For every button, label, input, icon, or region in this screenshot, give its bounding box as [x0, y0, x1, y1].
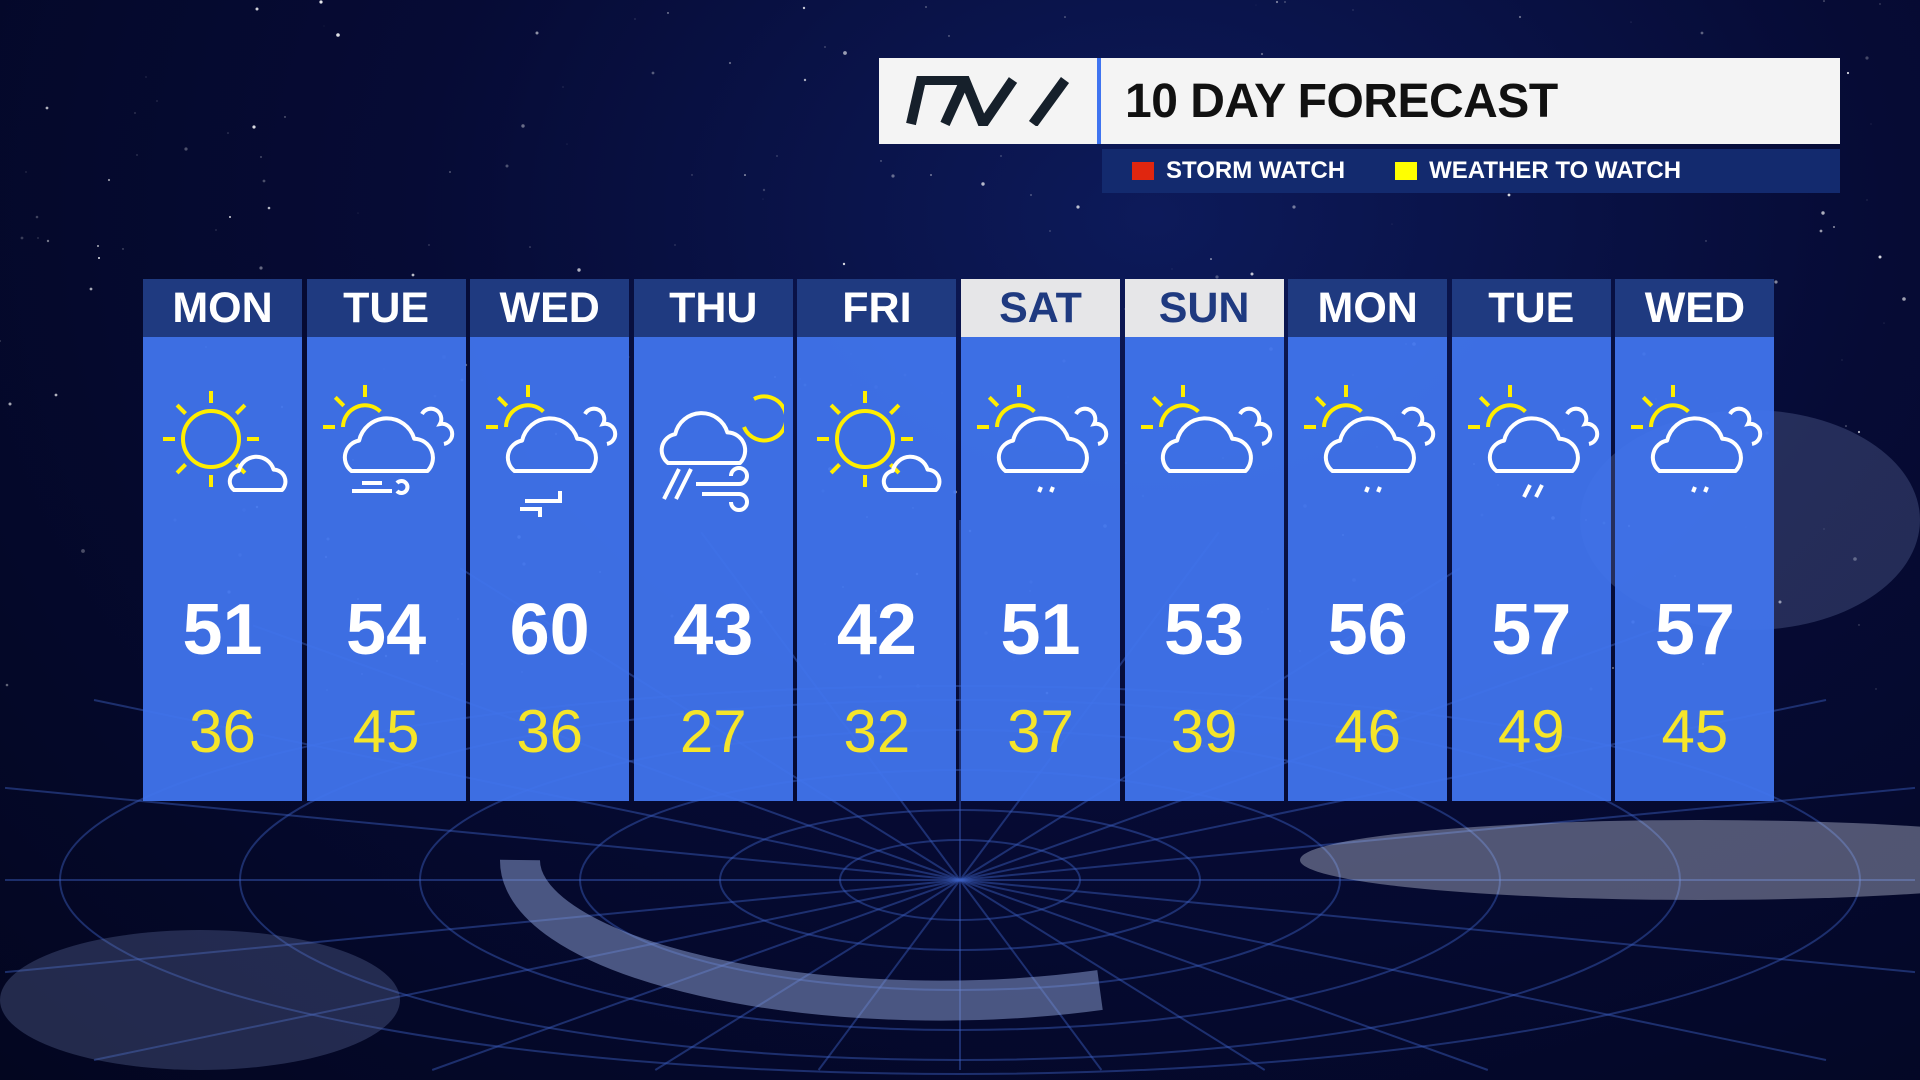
- low-temp: 45: [352, 698, 420, 765]
- day-label: SAT: [961, 279, 1120, 337]
- day-label: SUN: [1124, 279, 1284, 337]
- partly-cloudy-wind-icon: [480, 379, 620, 519]
- forecast-day-8: TUE 57 49: [1451, 279, 1611, 801]
- partly-cloudy-rain-icon: [1462, 379, 1602, 519]
- high-temp: 51: [1000, 590, 1081, 670]
- legend-label: WEATHER TO WATCH: [1429, 157, 1682, 184]
- day-label: WED: [470, 279, 630, 337]
- forecast-day-0: MON 51 36: [143, 279, 302, 801]
- cloud-wind-icon: [644, 379, 789, 519]
- high-temp: 57: [1491, 590, 1572, 670]
- storm-watch-swatch: [1132, 162, 1154, 180]
- high-temp: 42: [836, 590, 917, 670]
- high-temp: 57: [1654, 590, 1735, 670]
- day-label: FRI: [797, 279, 957, 337]
- legend-storm-watch: STORM WATCH: [1132, 157, 1345, 185]
- low-temp: 32: [843, 698, 911, 765]
- forecast-day-1: TUE 54 45: [306, 279, 466, 801]
- high-temp: 60: [509, 590, 590, 670]
- high-temp: 43: [673, 590, 754, 670]
- legend: STORM WATCH WEATHER TO WATCH: [1102, 149, 1840, 193]
- sun-cloud-icon: [807, 379, 947, 519]
- high-temp: 53: [1164, 590, 1245, 670]
- day-label: MON: [1288, 279, 1448, 337]
- partly-cloudy-fog-icon: [317, 379, 457, 519]
- weather-to-watch-swatch: [1395, 162, 1418, 180]
- forecast-day-5: SAT 51 37: [961, 279, 1120, 801]
- high-temp: 54: [346, 590, 427, 670]
- low-temp: 36: [189, 698, 256, 765]
- low-temp: 45: [1661, 698, 1729, 765]
- forecast-day-2: WED 60 36: [470, 279, 630, 801]
- high-temp: 51: [182, 590, 263, 670]
- low-temp: 39: [1170, 698, 1238, 765]
- partly-cloudy-icon: [1135, 379, 1275, 519]
- low-temp: 49: [1497, 698, 1565, 765]
- forecast-day-3: THU 43 27: [633, 279, 793, 801]
- day-label: TUE: [306, 279, 466, 337]
- day-label: MON: [143, 279, 302, 337]
- partly-cloudy-drizzle-icon: [1625, 379, 1765, 519]
- sun-cloud-icon: [153, 379, 293, 519]
- legend-label: STORM WATCH: [1166, 157, 1346, 184]
- forecast-day-6: SUN 53 39: [1124, 279, 1284, 801]
- low-temp: 27: [679, 698, 747, 765]
- forecast-day-9: WED 57 45: [1615, 279, 1775, 801]
- low-temp: 36: [516, 698, 584, 765]
- partly-cloudy-drizzle-icon: [971, 379, 1111, 519]
- forecast-day-4: FRI 42 32: [797, 279, 957, 801]
- kia-logo: [879, 58, 1101, 144]
- partly-cloudy-drizzle-icon: [1298, 379, 1438, 519]
- title-banner: 10 DAY FORECAST: [879, 58, 1840, 144]
- low-temp: 46: [1334, 698, 1402, 765]
- day-label: TUE: [1451, 279, 1611, 337]
- high-temp: 56: [1327, 590, 1408, 670]
- page-title: 10 DAY FORECAST: [1125, 74, 1558, 128]
- day-label: WED: [1615, 279, 1775, 337]
- day-label: THU: [633, 279, 793, 337]
- forecast-day-7: MON 56 46: [1288, 279, 1448, 801]
- legend-weather-to-watch: WEATHER TO WATCH: [1395, 157, 1681, 185]
- low-temp: 37: [1007, 698, 1074, 765]
